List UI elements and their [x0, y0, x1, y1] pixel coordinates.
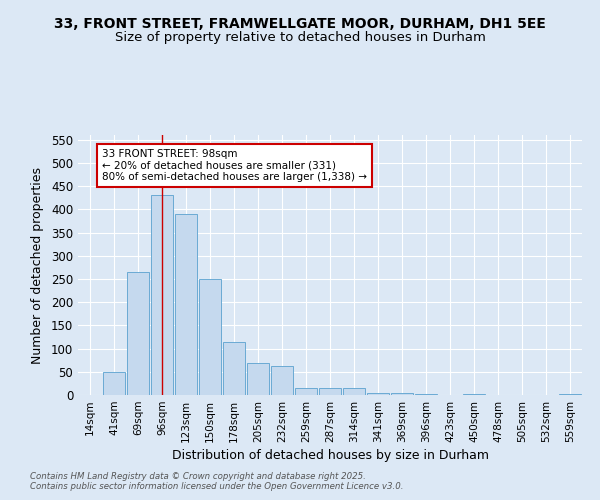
Bar	[463, 394, 485, 395]
Bar	[343, 388, 365, 395]
Bar	[271, 366, 293, 395]
Bar	[247, 362, 269, 395]
Bar	[319, 388, 341, 395]
Text: Size of property relative to detached houses in Durham: Size of property relative to detached ho…	[115, 31, 485, 44]
Text: 33, FRONT STREET, FRAMWELLGATE MOOR, DURHAM, DH1 5EE: 33, FRONT STREET, FRAMWELLGATE MOOR, DUR…	[54, 18, 546, 32]
Bar	[559, 394, 581, 395]
Bar	[199, 279, 221, 395]
Text: Contains public sector information licensed under the Open Government Licence v3: Contains public sector information licen…	[30, 482, 404, 491]
Bar	[103, 372, 125, 395]
Bar	[415, 394, 437, 395]
Bar	[391, 392, 413, 395]
X-axis label: Distribution of detached houses by size in Durham: Distribution of detached houses by size …	[172, 449, 488, 462]
Bar	[367, 392, 389, 395]
Bar	[151, 196, 173, 395]
Bar	[127, 272, 149, 395]
Bar	[295, 388, 317, 395]
Bar	[175, 214, 197, 395]
Text: Contains HM Land Registry data © Crown copyright and database right 2025.: Contains HM Land Registry data © Crown c…	[30, 472, 366, 481]
Text: 33 FRONT STREET: 98sqm
← 20% of detached houses are smaller (331)
80% of semi-de: 33 FRONT STREET: 98sqm ← 20% of detached…	[102, 149, 367, 182]
Y-axis label: Number of detached properties: Number of detached properties	[31, 166, 44, 364]
Bar	[223, 342, 245, 395]
